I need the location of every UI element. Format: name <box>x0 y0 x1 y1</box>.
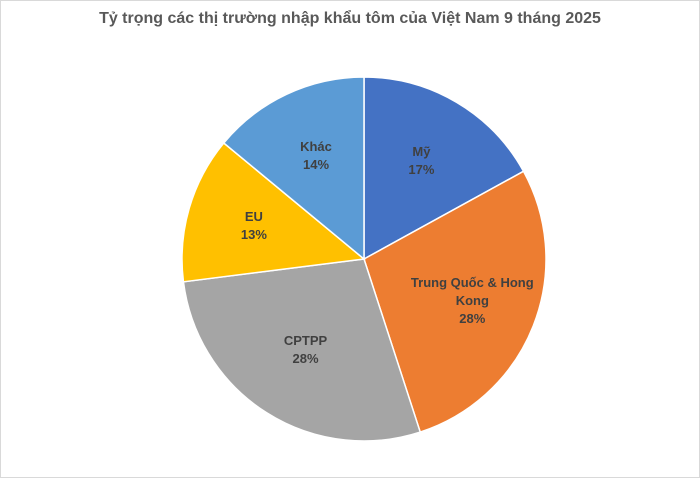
slice-name-label: EU <box>245 209 263 224</box>
slice-value-label: 13% <box>241 227 267 242</box>
pie-slices <box>181 76 547 442</box>
slice-label: Trung Quốc & Hong Kong 28% <box>411 275 534 326</box>
slice-value-label: 28% <box>292 352 318 367</box>
slice-label: Mỹ 17% <box>408 144 434 177</box>
slice-label: Khác 14% <box>300 139 332 172</box>
pie-slice <box>222 76 365 261</box>
slice-value-label: 28% <box>459 311 485 326</box>
slice-name-label: Trung Quốc & Hong <box>411 275 534 290</box>
slice-name-label: Mỹ <box>412 144 431 159</box>
pie-labels: Mỹ 17% Trung Quốc & Hong Kong 28% CPTPP 28% EU 1… <box>241 139 534 366</box>
slice-name-label: Kong <box>456 293 489 308</box>
pie-slice <box>181 141 366 283</box>
chart-title: Tỷ trọng các thị trường nhập khẩu tôm củ… <box>99 10 601 27</box>
slice-label: EU 13% <box>241 209 267 242</box>
slice-value-label: 17% <box>408 162 434 177</box>
slice-name-label: CPTPP <box>284 334 328 349</box>
slice-value-label: 14% <box>303 157 329 172</box>
pie-slice <box>182 258 422 442</box>
slice-name-label: Khác <box>300 139 332 154</box>
slice-label: CPTPP 28% <box>284 334 328 367</box>
pie-slice <box>363 170 547 434</box>
pie-slice <box>363 76 525 261</box>
